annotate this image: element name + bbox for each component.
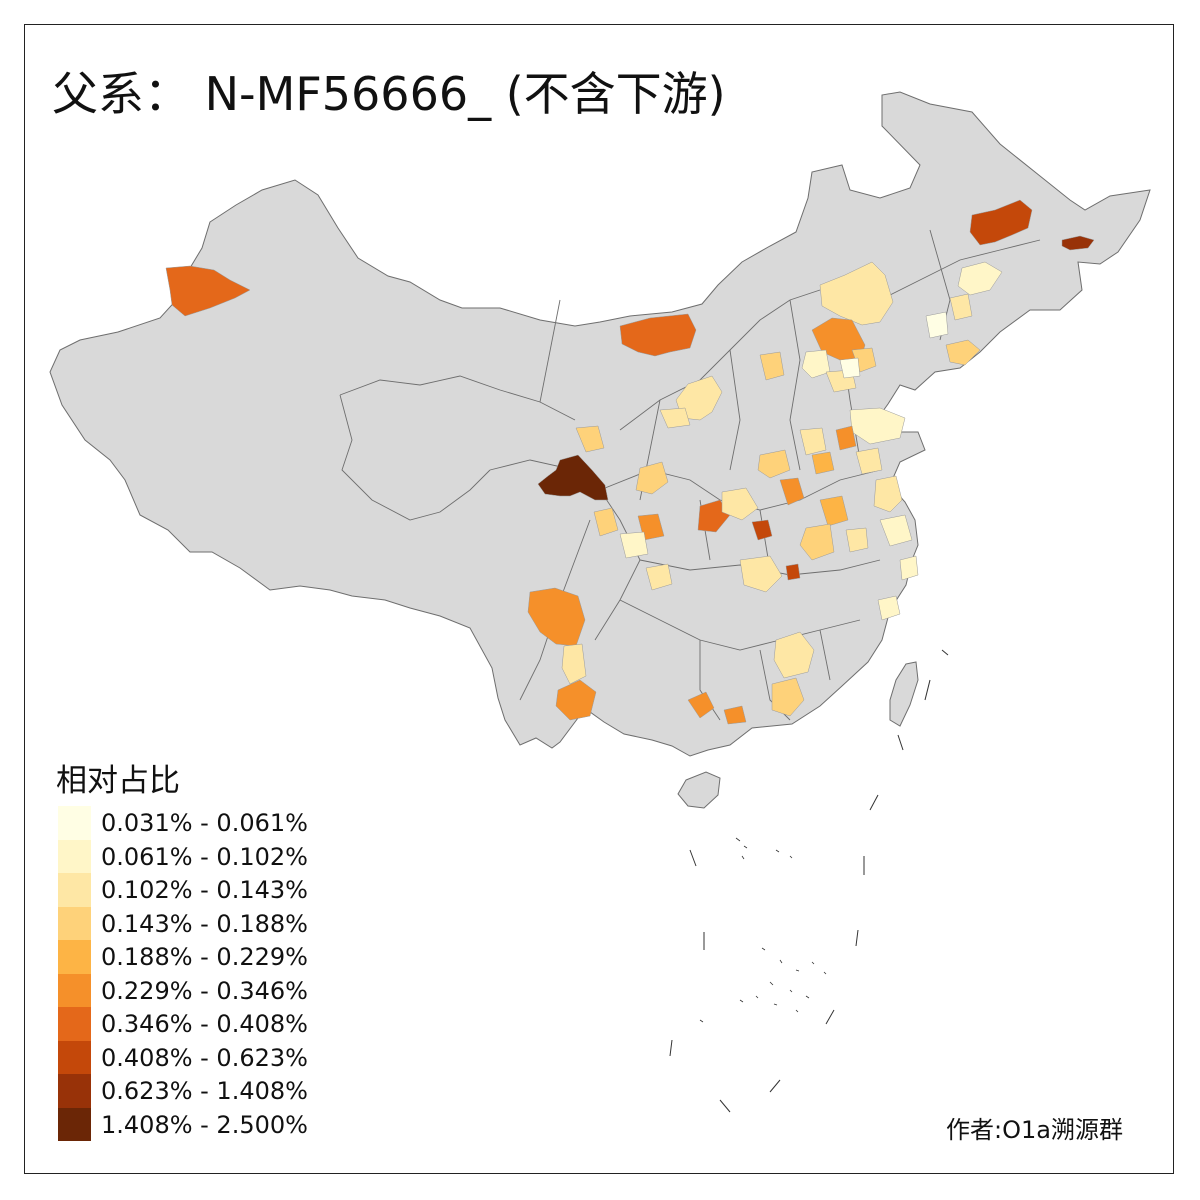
legend-swatch [58, 806, 91, 840]
region-sichuan-a [593, 507, 619, 537]
legend: 0.031% - 0.061% 0.061% - 0.102% 0.102% -… [58, 806, 358, 1141]
region-henan-a [757, 449, 791, 479]
legend-swatch [58, 1107, 91, 1141]
legend-swatch [58, 873, 91, 907]
legend-swatch [58, 1074, 91, 1108]
legend-swatch [58, 973, 91, 1007]
legend-label: 0.188% - 0.229% [101, 943, 308, 971]
region-tianjin [839, 357, 861, 379]
region-chongqing [645, 563, 673, 591]
region-shaanxi-north [675, 375, 723, 421]
legend-item: 0.061% - 0.102% [58, 839, 358, 873]
region-sichuan-c [619, 531, 649, 559]
legend-label: 0.623% - 1.408% [101, 1077, 308, 1105]
region-hubei-a [739, 555, 783, 593]
legend-swatch [58, 1007, 91, 1041]
region-inner-mongolia-west [619, 313, 697, 357]
legend-swatch [58, 839, 91, 873]
region-zhejiang-a [899, 555, 919, 581]
legend-item: 0.031% - 0.061% [58, 806, 358, 840]
region-chifeng [819, 261, 894, 326]
region-shaanxi-b [721, 487, 759, 521]
region-hunan-a [773, 631, 815, 679]
region-hubei-b [785, 563, 801, 581]
legend-label: 0.061% - 0.102% [101, 842, 308, 871]
region-henan-c [799, 427, 827, 456]
taiwan-island [889, 661, 919, 727]
region-liaoning-1 [925, 311, 949, 339]
legend-item: 0.229% - 0.346% [58, 973, 358, 1007]
legend-item: 0.102% - 0.143% [58, 873, 358, 907]
region-hebei-south [811, 451, 835, 475]
region-jilin-1 [957, 261, 1003, 296]
legend-title: 相对占比 [56, 763, 180, 799]
hainan-island [677, 771, 721, 809]
region-guangxi-b [723, 705, 747, 725]
region-shanxi-north [759, 351, 785, 381]
region-jiangsu-b [879, 514, 913, 547]
legend-label: 0.229% - 0.346% [101, 976, 308, 1005]
colored-regions [165, 199, 1095, 725]
legend-item: 0.346% - 0.408% [58, 1007, 358, 1041]
legend-swatch [58, 1040, 91, 1074]
legend-item: 0.623% - 1.408% [58, 1074, 358, 1108]
region-anhui-b [799, 523, 835, 561]
region-henan-b [779, 477, 805, 506]
region-liaoning-2 [945, 339, 981, 366]
legend-label: 0.031% - 0.061% [101, 809, 308, 837]
region-heilongjiang-2 [1061, 235, 1095, 251]
mainland-china [49, 91, 1151, 757]
region-fujian-a [877, 595, 901, 621]
legend-label: 0.102% - 0.143% [101, 876, 308, 904]
region-ningxia [575, 425, 605, 453]
region-shandong-b [835, 425, 857, 451]
author-credit: 作者:O1a溯源群 [946, 1116, 1123, 1144]
region-beijing [801, 349, 831, 379]
legend-swatch [58, 940, 91, 974]
region-anhui-c [845, 527, 869, 553]
legend-label: 1.408% - 2.500% [101, 1110, 308, 1139]
region-jiangsu-a [873, 475, 903, 513]
legend-label: 0.408% - 0.623% [101, 1043, 308, 1072]
region-guangxi-a [687, 691, 715, 719]
map-title: 父系： N-MF56666_ (不含下游) [52, 67, 726, 121]
region-guangdong-a [771, 677, 805, 717]
region-qinghai-gansu [537, 454, 609, 501]
region-heilongjiang-1 [969, 199, 1033, 246]
region-shandong-c [855, 447, 883, 475]
region-anhui-a [819, 495, 849, 527]
legend-item: 0.188% - 0.229% [58, 940, 358, 974]
legend-item: 1.408% - 2.500% [58, 1107, 358, 1141]
legend-label: 0.346% - 0.408% [101, 1010, 308, 1038]
legend-item: 0.143% - 0.188% [58, 906, 358, 940]
legend-item: 0.408% - 0.623% [58, 1040, 358, 1074]
region-jilin-2 [949, 293, 973, 321]
south-china-sea-islands [669, 649, 949, 1113]
region-yunnan-a [561, 643, 587, 685]
region-ili [165, 265, 251, 317]
region-yunnan-b [555, 679, 597, 721]
legend-swatch [58, 906, 91, 940]
region-shaanxi-c [751, 519, 773, 541]
region-ordos [659, 407, 691, 429]
region-gansu-east [635, 461, 669, 495]
legend-label: 0.143% - 0.188% [101, 909, 308, 938]
